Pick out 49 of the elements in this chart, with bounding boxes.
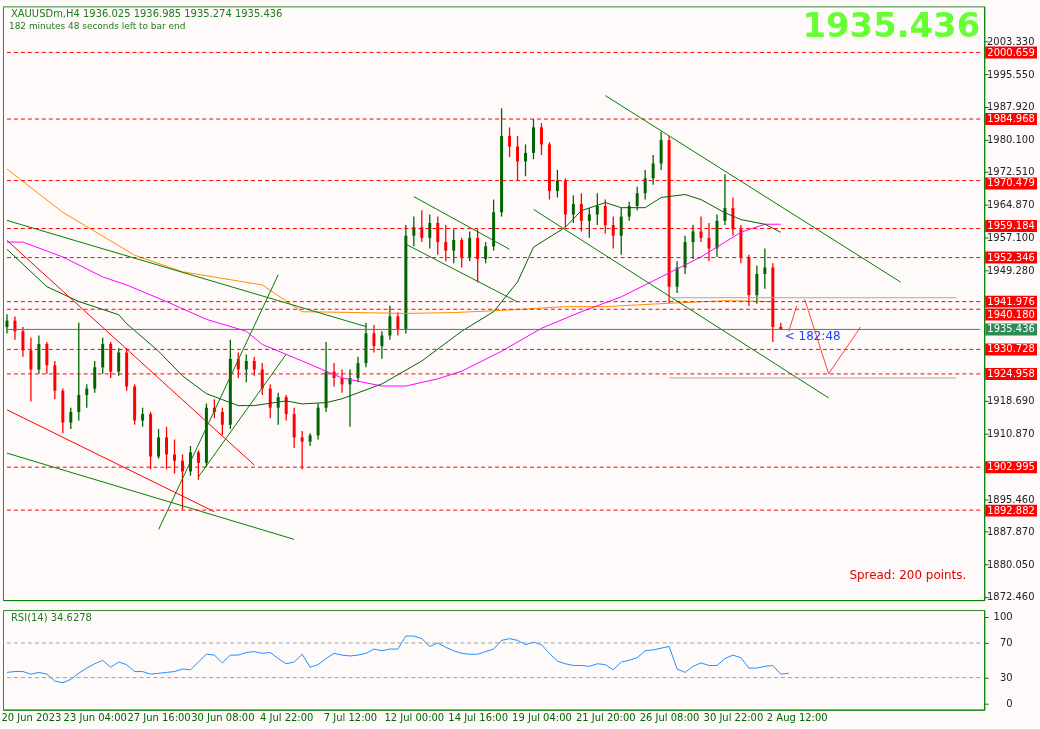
ref-line-label: 1984.968 [987, 113, 1035, 125]
x-tick-label: 23 Jun 04:00 [63, 712, 127, 724]
y-tick-label: 1957.100 [987, 231, 1035, 243]
y-tick-label: 0 [1006, 698, 1013, 710]
ref-line-label: 1970.479 [987, 177, 1035, 189]
ref-line-label: 1902.995 [987, 461, 1035, 473]
y-tick-label: 1949.280 [987, 265, 1035, 277]
x-tick-label: 30 Jul 22:00 [703, 712, 764, 724]
ref-line-label: 1892.882 [987, 504, 1035, 516]
ref-line-label: 1930.728 [987, 343, 1035, 355]
ref-line-label: 1940.180 [987, 308, 1035, 320]
x-tick-label: 2 Aug 12:00 [766, 712, 828, 724]
y-tick-label: 1895.460 [987, 493, 1035, 505]
y-tick-label: 1880.050 [987, 559, 1035, 571]
annotation: 1935.436 [802, 6, 981, 46]
x-tick-label: 27 Jun 16:00 [127, 712, 191, 724]
y-tick-label: 1987.920 [987, 101, 1035, 112]
y-tick-label: 100 [993, 611, 1013, 623]
chart-title: XAUUSDm,H4 1936.025 1936.985 1935.274 1935.436 [10, 8, 283, 20]
x-tick-label: 12 Jul 00:00 [384, 712, 445, 724]
ref-line-label: 1941.976 [987, 295, 1035, 307]
x-tick-label: 20 Jun 2023 [1, 712, 62, 724]
y-tick-label: 70 [999, 637, 1013, 649]
ref-line-label: 1935.436 [987, 323, 1035, 335]
x-tick-label: 14 Jul 16:00 [448, 712, 508, 724]
y-tick-label: 30 [999, 672, 1013, 684]
annotation: < 182:48 [784, 329, 841, 344]
ref-line-label: 1959.184 [987, 219, 1035, 231]
y-tick-label: 1964.870 [987, 198, 1035, 210]
x-tick-label: 26 Jul 08:00 [639, 712, 700, 724]
y-tick-label: 1995.550 [987, 68, 1035, 80]
x-tick-label: 21 Jul 20:00 [575, 712, 636, 724]
ref-line-label: 2000.659 [987, 46, 1035, 58]
x-tick-label: 7 Jul 12:00 [323, 712, 378, 724]
y-tick-label: 2003.330 [987, 35, 1035, 47]
annotation: Spread: 200 points. [849, 568, 967, 583]
ref-line-label: 1952.346 [987, 251, 1035, 263]
text: 182 minutes 48 seconds left to bar end [8, 21, 186, 32]
y-tick-label: 1872.460 [987, 591, 1035, 603]
y-tick-label: 1887.870 [987, 525, 1035, 537]
x-tick-label: 19 Jul 04:00 [512, 712, 572, 724]
y-tick-label: 1910.870 [987, 428, 1035, 440]
y-tick-label: 1972.510 [987, 166, 1035, 178]
ref-line-label: 1924.958 [987, 367, 1035, 379]
y-tick-label: 1980.100 [987, 134, 1035, 146]
chart-title: RSI(14) 34.6278 [10, 612, 92, 624]
x-tick-label: 30 Jun 08:00 [191, 712, 255, 724]
y-tick-label: 1918.690 [987, 395, 1035, 407]
x-tick-label: 4 Jul 22:00 [260, 712, 314, 724]
